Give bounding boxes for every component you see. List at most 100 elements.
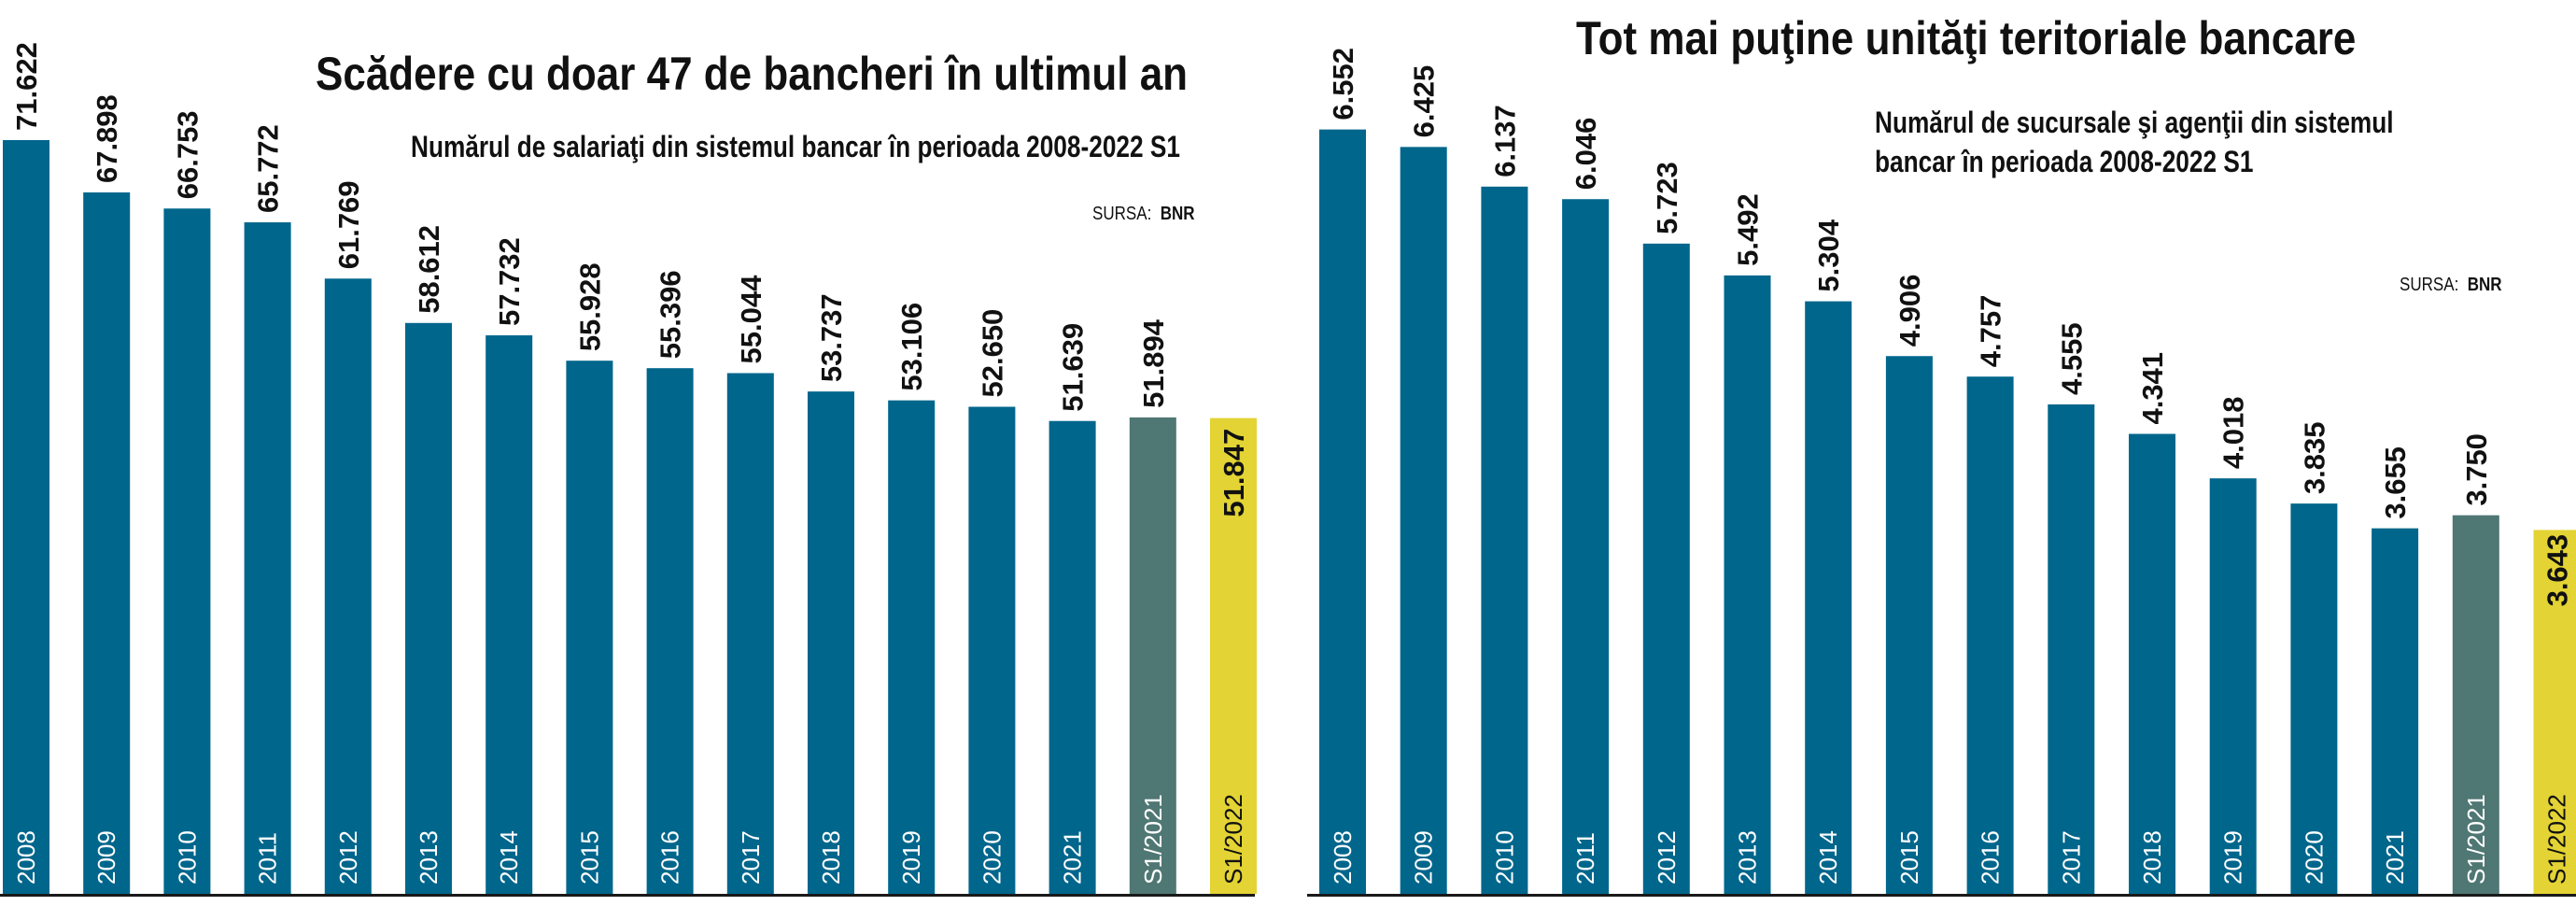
category-label: 2010	[1490, 830, 1518, 885]
value-label: 61.769	[332, 180, 365, 269]
value-label: 5.492	[1732, 193, 1765, 266]
x-axis-baseline	[1307, 894, 2576, 897]
category-label: 2013	[415, 830, 443, 885]
category-label: 2008	[1329, 830, 1357, 885]
bar-2016	[1966, 376, 2014, 894]
value-label: 3.835	[2298, 422, 2330, 495]
value-label: 71.622	[10, 42, 43, 131]
chart-title: Tot mai puţine unităţi teritoriale banca…	[1576, 12, 2357, 64]
value-label: 3.655	[2379, 446, 2412, 519]
chart-subtitle: Numărul de salariaţi din sistemul bancar…	[411, 130, 1180, 163]
bar-2018	[2129, 433, 2175, 894]
value-label: 5.304	[1812, 219, 1845, 291]
category-label: 2019	[897, 830, 925, 885]
bar-2016	[646, 368, 694, 894]
value-label: 67.898	[91, 94, 123, 183]
bar-2010	[1481, 186, 1528, 894]
value-label: 51.847	[1218, 429, 1250, 517]
chart-title: Scădere cu doar 47 de bancheri în ultimu…	[316, 48, 1189, 100]
category-label: 2015	[1895, 830, 1923, 885]
value-label: 66.753	[171, 110, 204, 199]
value-label: 4.906	[1893, 275, 1926, 347]
bar-2019	[2209, 478, 2257, 894]
chart-panel-branches: 2008 6.552 2009 6.425 2010 6.137 2011 6.046 2012…	[1307, 0, 2576, 920]
bar-2011	[244, 222, 291, 895]
value-label: 4.018	[2217, 397, 2250, 470]
value-label: 51.894	[1137, 318, 1170, 408]
category-label: 2012	[1653, 830, 1681, 885]
category-label: 2020	[2300, 830, 2328, 885]
bar-2020	[968, 406, 1016, 895]
category-label: 2017	[737, 830, 765, 885]
category-label: 2011	[1571, 832, 1599, 885]
category-label: 2021	[2381, 830, 2409, 885]
category-label: 2012	[334, 830, 362, 885]
value-label: 55.928	[573, 262, 606, 351]
bar-2017	[726, 373, 774, 894]
value-label: 6.425	[1408, 65, 1441, 138]
value-label: 51.639	[1057, 323, 1090, 412]
bar-S1-2021	[1129, 417, 1176, 894]
value-label: 55.044	[735, 275, 767, 364]
source-label: SURSA:	[1092, 204, 1152, 224]
branches-bar-chart: 2008 6.552 2009 6.425 2010 6.137 2011 6.046 2012…	[1319, 48, 2576, 895]
category-label: 2020	[978, 830, 1006, 885]
category-label: S1/2021	[1139, 794, 1167, 885]
value-label: 65.772	[252, 124, 285, 213]
value-label: 6.046	[1570, 118, 1602, 191]
bar-2011	[1562, 199, 1610, 894]
bar-2020	[2290, 503, 2338, 894]
bar-2021	[2372, 528, 2419, 894]
value-label: 4.757	[1975, 295, 2007, 368]
value-label: 58.612	[413, 225, 445, 314]
bar-2014	[486, 335, 533, 894]
category-label: 2021	[1059, 830, 1087, 885]
category-label: 2010	[173, 830, 201, 885]
category-label: 2018	[2138, 830, 2166, 885]
value-label: 5.723	[1651, 162, 1683, 234]
category-label: S1/2021	[2462, 794, 2490, 885]
bar-2012	[324, 278, 372, 894]
bar-2009	[83, 192, 131, 894]
employees-bar-chart: 2008 71.622 2009 67.898 2010 66.753 2011 65.772…	[3, 42, 1257, 895]
subtitle-line-2: bancar în perioada 2008-2022 S1	[1875, 145, 2254, 178]
category-label: 2017	[2057, 830, 2085, 885]
bar-S1-2022	[2533, 530, 2576, 894]
category-label: 2016	[1977, 830, 2005, 885]
bar-2015	[566, 361, 613, 894]
bar-2014	[1805, 301, 1852, 894]
bar-2008	[1319, 129, 1366, 894]
bar-2012	[1642, 243, 1690, 894]
value-label: 6.137	[1488, 105, 1521, 177]
category-label: 2008	[12, 830, 40, 885]
value-label: 53.737	[815, 293, 848, 382]
category-label: 2019	[2219, 830, 2247, 885]
value-label: 53.106	[895, 303, 928, 391]
bar-2021	[1049, 420, 1096, 894]
bar-2013	[405, 322, 452, 894]
value-label: 4.341	[2136, 352, 2169, 425]
value-label: 55.396	[655, 270, 687, 359]
category-label: 2013	[1734, 830, 1762, 885]
value-label: 4.555	[2055, 322, 2088, 395]
chart-panel-employees: 2008 71.622 2009 67.898 2010 66.753 2011 65.772…	[0, 0, 1270, 920]
category-label: 2009	[1410, 830, 1438, 885]
value-label: 3.643	[2541, 534, 2574, 607]
subtitle-line-1: Numărul de sucursale şi agenţii din sist…	[1875, 106, 2394, 139]
bar-2009	[1400, 147, 1447, 895]
value-label: 57.732	[493, 237, 526, 326]
bar-S1-2021	[2452, 515, 2499, 894]
bar-2008	[3, 139, 49, 895]
category-label: 2011	[254, 832, 282, 885]
source-value: BNR	[1160, 204, 1195, 224]
source-note: SURSA: BNR	[2400, 275, 2502, 296]
category-label: 2015	[575, 830, 603, 885]
bar-2010	[163, 208, 211, 895]
value-label: 3.750	[2460, 433, 2493, 506]
source-value: BNR	[2467, 275, 2502, 295]
bar-2019	[888, 400, 936, 895]
category-label: S1/2022	[1219, 794, 1247, 885]
category-label: 2014	[495, 830, 523, 885]
source-label: SURSA:	[2400, 275, 2459, 295]
value-label: 52.650	[976, 309, 1008, 398]
